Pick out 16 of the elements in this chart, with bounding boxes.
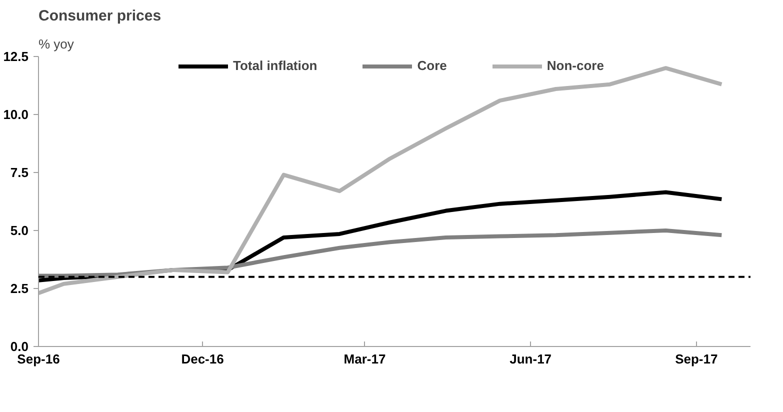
legend-label: Non-core xyxy=(546,58,604,73)
legend-label: Core xyxy=(417,58,447,73)
x-tick-label: Sep-16 xyxy=(17,352,60,366)
y-tick-label: 7.5 xyxy=(10,165,29,180)
legend-label: Total inflation xyxy=(233,58,318,73)
chart-title: Consumer prices xyxy=(38,8,162,24)
y-tick-label: 10.0 xyxy=(3,107,29,122)
x-tick-label: Sep-17 xyxy=(675,352,718,366)
x-tick-label: Jun-17 xyxy=(510,352,552,366)
y-tick-label: 2.5 xyxy=(10,281,29,296)
y-tick-label: 12.5 xyxy=(3,49,29,64)
x-tick-label: Dec-16 xyxy=(181,352,224,366)
y-tick-label: 0.0 xyxy=(10,339,29,354)
y-tick-label: 5.0 xyxy=(10,223,29,238)
chart-subtitle: % yoy xyxy=(38,36,74,52)
x-tick-label: Mar-17 xyxy=(344,352,386,366)
